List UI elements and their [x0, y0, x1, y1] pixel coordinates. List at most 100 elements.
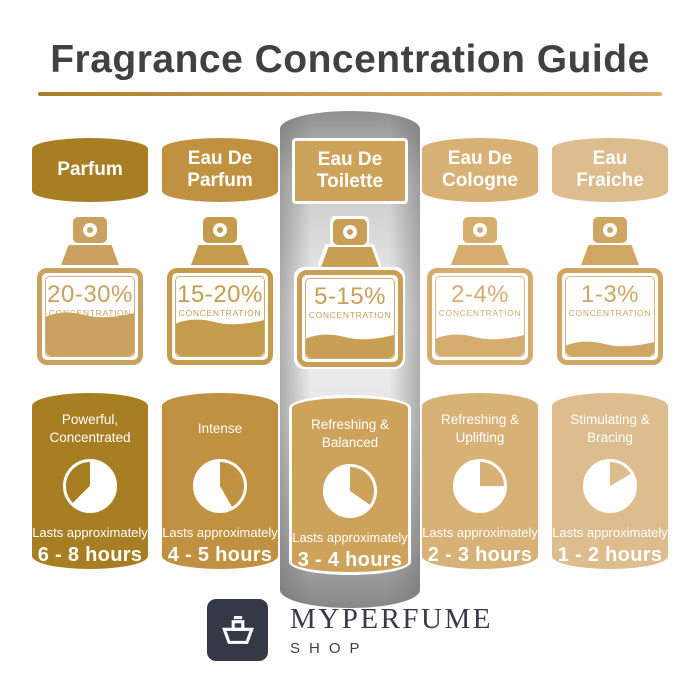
clock-pie-icon — [193, 459, 247, 513]
bottle-neck — [581, 245, 639, 265]
concentration-label: CONCENTRATION — [438, 308, 522, 319]
liquid-wave — [46, 313, 134, 320]
concentration-block: 2-4% CONCENTRATION — [432, 282, 528, 318]
concentration-value: 20-30% — [47, 281, 133, 308]
character-description: Powerful, Concentrated — [49, 412, 131, 445]
nozzle-eye — [473, 223, 487, 237]
columns-row: Parfum 20-30% CONCENTRATION — [24, 111, 676, 608]
fragrance-name-label: Eau Fraiche — [576, 148, 644, 191]
perfume-shop-logo-icon — [207, 599, 268, 661]
fragrance-column: Eau De Parfum 15-20% CONCENTRATION — [162, 112, 278, 605]
lasts-label: Lasts approximately — [292, 530, 408, 545]
liquid-wave — [436, 334, 524, 342]
clock-pie-icon — [453, 459, 507, 513]
clock-pie-icon — [323, 464, 377, 518]
character-description: Refreshing & Balanced — [310, 417, 390, 450]
sprayer-nozzle-icon — [333, 219, 367, 245]
bottle-fill — [436, 334, 524, 356]
perfume-bottle: 5-15% CONCENTRATION — [297, 219, 403, 367]
character-description: Stimulating & Bracing — [570, 412, 650, 445]
liquid-wave — [566, 341, 654, 349]
fragrance-column: Eau De Toilette 5-15% CONCENTRATION — [280, 111, 420, 608]
nozzle-dot — [607, 227, 613, 233]
sprayer-nozzle-icon — [203, 217, 237, 243]
nozzle-dot — [217, 227, 223, 233]
brand-text: MYPERFUME SHOP — [290, 603, 493, 657]
bottle-fill — [176, 320, 264, 356]
character-description: Intense — [197, 421, 243, 437]
fragrance-column: Parfum 20-30% CONCENTRATION — [32, 112, 148, 605]
concentration-value: 2-4% — [450, 281, 510, 308]
info-card: Stimulating & Bracing Lasts approximatel… — [552, 393, 668, 569]
concentration-block: 5-15% CONCENTRATION — [302, 284, 398, 320]
fragrance-column: Eau Fraiche 1-3% CONCENTRATION — [552, 112, 668, 605]
concentration-value: 5-15% — [314, 283, 386, 310]
fragrance-name-tab: Parfum — [32, 138, 148, 202]
bottle-body: 5-15% CONCENTRATION — [297, 270, 403, 367]
brand-footer: MYPERFUME SHOP — [0, 599, 700, 661]
info-card: Refreshing & Uplifting Lasts approximate… — [422, 393, 538, 569]
duration-value: 1 - 2 hours — [557, 543, 663, 566]
fragrance-column: Eau De Cologne 2-4% CONCENTRATION — [422, 112, 538, 605]
concentration-block: 20-30% CONCENTRATION — [42, 282, 138, 318]
lasts-label: Lasts approximately — [32, 525, 148, 540]
lasts-label: Lasts approximately — [552, 525, 668, 540]
info-card: Powerful, Concentrated Lasts approximate… — [32, 393, 148, 569]
bottle-logo-glyph — [221, 616, 254, 644]
nozzle-eye — [603, 223, 617, 237]
info-card: Intense Lasts approximately 4 - 5 hours — [162, 393, 278, 569]
brand-name: MYPERFUME — [290, 603, 493, 635]
concentration-label: CONCENTRATION — [568, 308, 652, 319]
clock-pie-icon — [583, 459, 637, 513]
brand-subtitle: SHOP — [290, 640, 369, 657]
page-title: Fragrance Concentration Guide — [50, 38, 650, 81]
fragrance-name-label: Parfum — [57, 159, 123, 181]
bottle-fill — [566, 341, 654, 356]
fragrance-name-tab: Eau De Toilette — [292, 138, 408, 204]
sprayer-nozzle-icon — [593, 217, 627, 243]
lasts-label: Lasts approximately — [162, 525, 278, 540]
sprayer-nozzle-icon — [73, 217, 107, 243]
bottle-fill — [46, 313, 134, 356]
nozzle-eye — [343, 225, 357, 239]
fragrance-name-label: Eau De Cologne — [442, 148, 518, 191]
bottle-neck — [61, 245, 119, 265]
nozzle-dot — [87, 227, 93, 233]
fragrance-name-label: Eau De Toilette — [316, 149, 384, 192]
concentration-value: 15-20% — [177, 281, 263, 308]
nozzle-eye — [83, 223, 97, 237]
perfume-bottle: 20-30% CONCENTRATION — [37, 217, 143, 365]
sprayer-nozzle-icon — [463, 217, 497, 243]
perfume-bottle: 2-4% CONCENTRATION — [427, 217, 533, 365]
character-description: Refreshing & Uplifting — [440, 412, 520, 445]
concentration-block: 1-3% CONCENTRATION — [562, 282, 658, 318]
liquid-wave — [306, 334, 394, 341]
concentration-label: CONCENTRATION — [178, 308, 262, 319]
bottle-fill — [306, 334, 394, 358]
concentration-value: 1-3% — [580, 281, 640, 308]
fragrance-name-tab: Eau De Parfum — [162, 138, 278, 202]
duration-value: 2 - 3 hours — [427, 543, 533, 566]
lasts-label: Lasts approximately — [422, 525, 538, 540]
bottle-body: 1-3% CONCENTRATION — [557, 268, 663, 365]
bottle-neck — [191, 245, 249, 265]
duration-value: 6 - 8 hours — [37, 543, 143, 566]
bottle-body: 2-4% CONCENTRATION — [427, 268, 533, 365]
concentration-label: CONCENTRATION — [308, 310, 392, 321]
info-card: Refreshing & Balanced Lasts approximatel… — [289, 395, 411, 575]
title-underline — [38, 92, 662, 96]
perfume-bottle: 15-20% CONCENTRATION — [167, 217, 273, 365]
concentration-label: CONCENTRATION — [48, 308, 132, 319]
liquid-wave — [176, 320, 264, 327]
fragrance-name-label: Eau De Parfum — [187, 148, 253, 191]
nozzle-eye — [213, 223, 227, 237]
duration-value: 3 - 4 hours — [297, 548, 403, 571]
concentration-block: 15-20% CONCENTRATION — [172, 282, 268, 318]
fragrance-name-tab: Eau Fraiche — [552, 138, 668, 202]
bottle-neck — [321, 247, 379, 267]
duration-value: 4 - 5 hours — [167, 543, 273, 566]
nozzle-dot — [477, 227, 483, 233]
bottle-neck — [451, 245, 509, 265]
bottle-body: 20-30% CONCENTRATION — [37, 268, 143, 365]
nozzle-dot — [347, 229, 353, 235]
